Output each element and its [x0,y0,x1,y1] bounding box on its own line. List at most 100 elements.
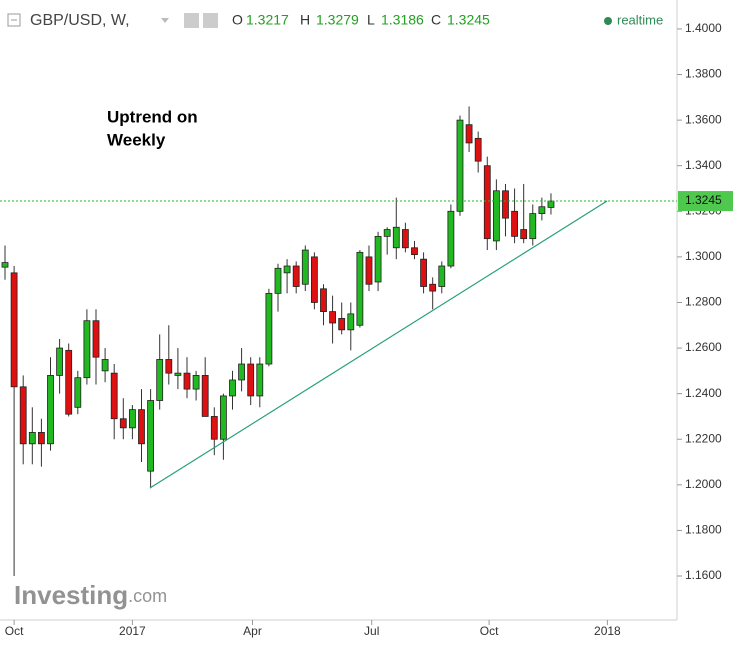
x-tick-label: Oct [5,624,24,638]
y-tick-label: 1.1800 [685,523,722,537]
y-tick-label: 1.3000 [685,249,722,263]
candle-body [420,258,427,287]
candle-body [429,283,437,292]
x-tick-label: 2018 [594,624,621,638]
candle-body [28,432,36,445]
symbol: GBP/USD, W, [30,12,130,29]
ohlc-value: 1.3186 [381,12,424,28]
candle-body [174,372,182,376]
candle-body [238,363,245,381]
candle-body [119,418,127,429]
ohlc-label: O [232,12,243,28]
candle-body [192,375,200,390]
candle-body [538,206,546,214]
annotation: Uptrend on [107,107,198,126]
candle-body [529,213,537,240]
candle-body [219,395,227,440]
y-tick-label: 1.2000 [685,477,722,491]
candle-body [392,226,400,249]
candle-body [465,124,473,144]
candle-body [83,320,91,379]
candle-body [19,386,27,445]
x-tick-label: Oct [480,624,499,638]
y-tick-label: 1.3600 [685,112,722,126]
candle-body [138,409,145,445]
candle-body [183,372,191,390]
candle-body [165,359,173,374]
candle-body [101,359,109,372]
x-tick-label: 2017 [119,624,146,638]
candle-body [383,229,391,237]
y-tick-label: 1.3800 [685,67,722,81]
watermark: Investing.com [14,580,167,610]
candle-body [292,265,300,287]
candle-body [128,409,136,429]
settings-icon[interactable] [203,13,218,28]
candle-body [502,190,509,219]
candle-body [283,265,291,274]
candle-body [65,349,73,415]
candle-body [338,318,346,331]
candle-body [547,200,555,208]
ohlc-label: L [367,12,375,28]
y-tick-label: 1.2200 [685,431,722,445]
y-tick-label: 1.4000 [685,21,722,35]
candle-body [347,313,355,331]
candle-body [329,311,336,324]
candle-body [210,416,218,440]
candle-body [492,190,500,242]
ohlc-value: 1.3245 [447,12,490,28]
status-dot [604,17,612,25]
x-tick-label: Apr [243,624,262,638]
candle-body [511,210,518,237]
watermark-main: Investing [14,580,128,610]
candle-body [438,265,446,287]
candle-body [356,251,364,326]
y-tick-label: 1.2800 [685,295,722,309]
y-tick-label: 1.3400 [685,158,722,172]
candle-body [411,247,418,256]
candle-body [38,432,45,445]
candle-body [374,235,382,283]
candle-body [447,210,455,267]
candle-body [201,375,209,417]
y-tick-label: 1.1600 [685,568,722,582]
candle-body [156,359,164,401]
candle-body [47,375,54,445]
y-tick-label: 1.2600 [685,340,722,354]
ohlc-label: C [431,12,441,28]
candle-body [474,137,482,162]
candle-body [520,229,528,240]
last-price-label: 1.3245 [685,193,722,207]
candle-body [1,262,9,268]
watermark-suffix: .com [128,586,167,606]
ohlc-value: 1.3279 [316,12,359,28]
candle-body [274,267,282,294]
trend-line [149,200,608,489]
candle-body [365,256,373,285]
x-tick-label: Jul [364,624,379,638]
dropdown-icon[interactable] [161,18,169,23]
candle-body [247,363,255,397]
candle-body [456,119,464,212]
settings-icon[interactable] [184,13,199,28]
ohlc-value: 1.3217 [246,12,289,28]
status: realtime [617,12,663,27]
candle-body [483,165,491,240]
candle-body [401,229,409,249]
candle-body [229,379,236,397]
candle-body [256,363,264,397]
plot-area [0,106,677,577]
candle-body [10,272,18,388]
candle-body [320,288,327,312]
candle-body [92,320,100,358]
candle-body [301,249,309,285]
ohlc-label: H [300,12,310,28]
candle-body [147,400,154,472]
header-bar [0,6,676,34]
collapse-icon[interactable] [7,13,21,27]
candle-body [56,347,64,376]
annotation: Weekly [107,130,166,149]
